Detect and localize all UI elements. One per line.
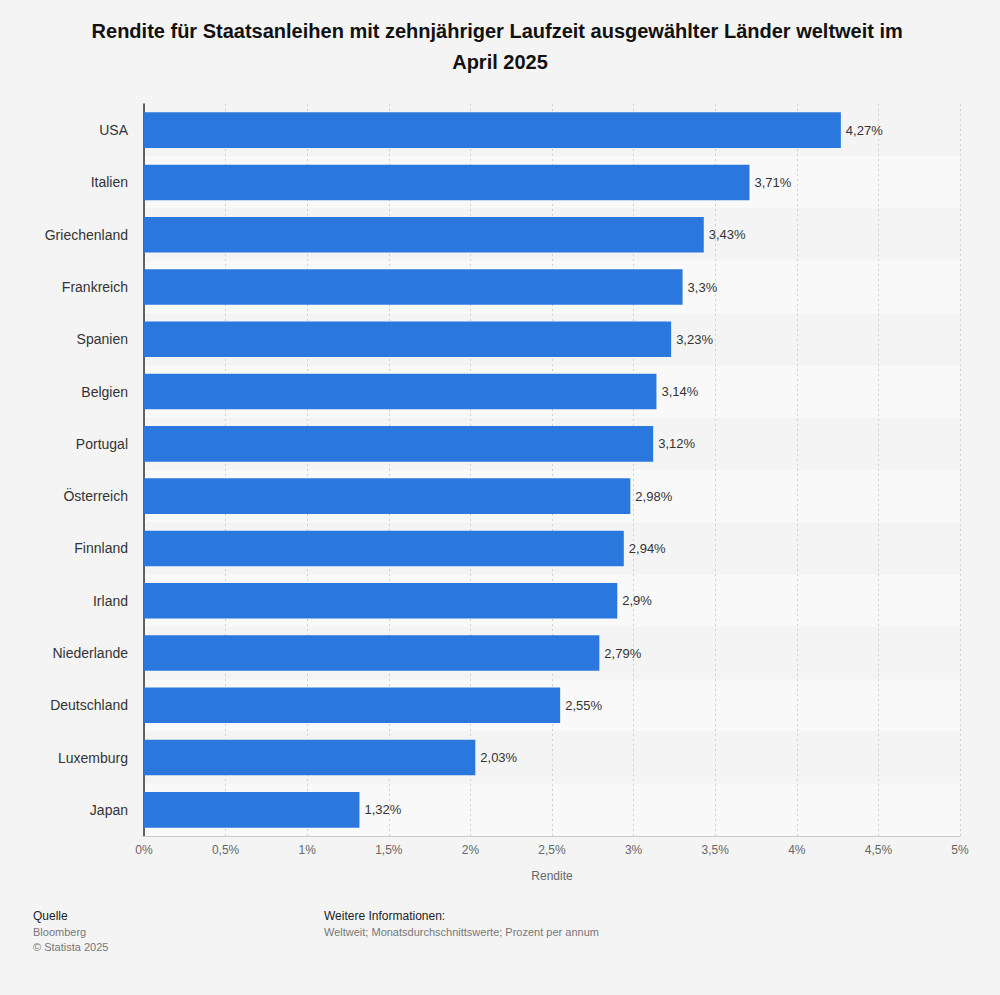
svg-text:Rendite für Staatsanleihen mit: Rendite für Staatsanleihen mit zehnjähri… <box>92 20 909 42</box>
svg-text:2,79%: 2,79% <box>604 646 641 661</box>
svg-text:Portugal: Portugal <box>76 436 128 452</box>
svg-text:3,5%: 3,5% <box>702 843 730 857</box>
svg-text:Weltweit; Monatsdurchschnittsw: Weltweit; Monatsdurchschnittswerte; Proz… <box>324 926 599 938</box>
svg-text:Rendite: Rendite <box>531 869 573 883</box>
svg-text:3,3%: 3,3% <box>688 280 718 295</box>
svg-text:3,23%: 3,23% <box>676 332 713 347</box>
svg-text:Frankreich: Frankreich <box>62 279 128 295</box>
svg-text:Bloomberg: Bloomberg <box>33 926 86 938</box>
svg-text:2,03%: 2,03% <box>480 750 517 765</box>
svg-text:Luxemburg: Luxemburg <box>58 750 128 766</box>
svg-text:Italien: Italien <box>91 174 128 190</box>
svg-text:2,94%: 2,94% <box>629 541 666 556</box>
svg-text:Griechenland: Griechenland <box>45 227 128 243</box>
svg-text:April 2025: April 2025 <box>452 51 548 73</box>
svg-text:3,43%: 3,43% <box>709 227 746 242</box>
svg-text:0,5%: 0,5% <box>212 843 240 857</box>
svg-text:4,27%: 4,27% <box>846 123 883 138</box>
svg-text:© Statista 2025: © Statista 2025 <box>33 941 108 953</box>
svg-text:2%: 2% <box>462 843 480 857</box>
svg-text:2,5%: 2,5% <box>538 843 566 857</box>
svg-text:2,55%: 2,55% <box>565 698 602 713</box>
svg-text:Japan: Japan <box>90 802 128 818</box>
svg-text:Spanien: Spanien <box>77 331 128 347</box>
svg-text:5%: 5% <box>951 843 969 857</box>
svg-text:Niederlande: Niederlande <box>53 645 129 661</box>
svg-text:2,98%: 2,98% <box>635 489 672 504</box>
svg-text:3,12%: 3,12% <box>658 436 695 451</box>
svg-text:Belgien: Belgien <box>81 384 128 400</box>
svg-text:2,9%: 2,9% <box>622 593 652 608</box>
svg-text:Weitere Informationen:: Weitere Informationen: <box>324 909 445 923</box>
svg-text:Österreich: Österreich <box>63 487 128 504</box>
svg-text:1,5%: 1,5% <box>375 843 403 857</box>
svg-text:Deutschland: Deutschland <box>50 697 128 713</box>
svg-text:3,14%: 3,14% <box>661 384 698 399</box>
svg-text:0%: 0% <box>135 843 153 857</box>
svg-text:4%: 4% <box>788 843 806 857</box>
svg-text:1%: 1% <box>299 843 317 857</box>
svg-text:4,5%: 4,5% <box>865 843 893 857</box>
svg-text:USA: USA <box>99 122 128 138</box>
svg-text:3,71%: 3,71% <box>754 175 791 190</box>
svg-text:Finnland: Finnland <box>74 540 128 556</box>
svg-text:Quelle: Quelle <box>33 909 68 923</box>
svg-text:1,32%: 1,32% <box>364 802 401 817</box>
svg-text:3%: 3% <box>625 843 643 857</box>
svg-text:Irland: Irland <box>93 593 128 609</box>
